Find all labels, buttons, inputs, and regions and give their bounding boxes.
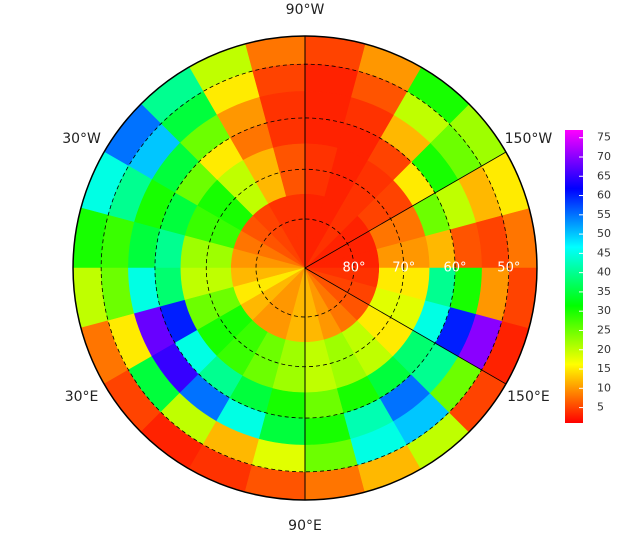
heatmap-cell [154, 267, 186, 308]
heatmap-cell [154, 228, 186, 269]
longitude-label: 30°W [62, 131, 101, 147]
latitude-label: 50° [497, 261, 520, 276]
latitude-circle [255, 218, 355, 318]
colorbar-tick-label: 15 [597, 362, 611, 375]
colorbar-tick-label: 65 [597, 169, 611, 182]
map-boundary [72, 35, 538, 501]
colorbar-tick-label: 10 [597, 381, 611, 394]
heatmap-cell [265, 387, 306, 419]
colorbar-tick-label: 5 [597, 401, 604, 414]
longitude-label: 90°E [288, 518, 322, 534]
colorbar-tick-label: 55 [597, 208, 611, 221]
colorbar-tick-label: 70 [597, 150, 611, 163]
colorbar-tick-label: 35 [597, 285, 611, 298]
colorbar-tick-label: 50 [597, 227, 611, 240]
latitude-circle [154, 117, 456, 419]
heatmap-cell [304, 387, 345, 419]
colorbar-tick-label: 75 [597, 131, 611, 144]
colorbar-tick-label: 40 [597, 266, 611, 279]
colorbar-tick-label: 45 [597, 246, 611, 259]
colorbar-tick-label: 20 [597, 343, 611, 356]
latitude-label: 70° [392, 261, 415, 276]
longitude-label: 30°E [65, 389, 99, 405]
longitude-label: 150°W [505, 131, 553, 147]
heatmap-cell [304, 267, 380, 288]
meridian-line [304, 267, 507, 385]
longitude-label: 90°W [286, 2, 325, 18]
latitude-label: 60° [444, 261, 467, 276]
latitude-label: 80° [342, 261, 365, 276]
latitude-circle [100, 63, 510, 473]
meridian-line [304, 151, 507, 269]
colorbar [565, 130, 583, 423]
colorbar-tick-label: 60 [597, 189, 611, 202]
colorbar-tick-label: 25 [597, 323, 611, 336]
colorbar-tick-label: 30 [597, 304, 611, 317]
overlay [72, 35, 538, 501]
latitude-circle [205, 168, 405, 368]
longitude-label: 150°E [507, 389, 550, 405]
heatmap-cell [304, 117, 345, 149]
heatmap-cell [265, 117, 306, 149]
